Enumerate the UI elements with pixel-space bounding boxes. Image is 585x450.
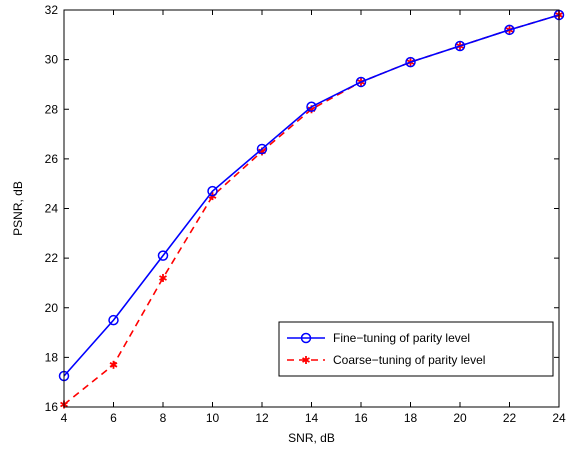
x-tick-label: 22 [503,411,517,425]
y-tick-label: 18 [45,350,59,364]
x-axis-label: SNR, dB [288,431,335,445]
x-tick-label: 12 [255,411,269,425]
x-tick-label: 4 [61,411,68,425]
x-tick-label: 20 [453,411,467,425]
y-axis-label: PSNR, dB [11,181,25,236]
y-tick-label: 32 [45,3,59,17]
series-1-point [157,250,169,261]
y-tick-label: 22 [45,251,59,265]
y-tick-label: 16 [45,400,59,414]
x-tick-label: 10 [206,411,220,425]
series-1-point [306,101,317,113]
legend-label-1: Fine−tuning of parity level [333,331,470,345]
plot-area [58,9,565,409]
y-tick-label: 24 [45,202,59,216]
legend-marker-1 [300,332,312,344]
x-tick-label: 14 [305,411,319,425]
series-2-point [159,273,167,282]
y-tick-label: 28 [45,102,59,116]
y-tick-label: 30 [45,53,59,67]
series-1-point [454,40,466,52]
legend: Fine−tuning of parity level Coarse−tuning… [278,321,554,377]
asterisk-stroke [302,357,310,363]
series-1-point [108,314,119,326]
x-tick-label: 24 [552,411,566,425]
x-tick-label: 18 [404,411,418,425]
asterisk-stroke [159,275,167,281]
series-1-point [256,143,268,155]
series-1-point [207,185,218,197]
x-tick-label: 8 [160,411,167,425]
series-1-point [504,24,515,36]
legend-label-2: Coarse−tuning of parity level [333,353,485,367]
legend-box [278,321,554,377]
y-tick-label: 20 [45,301,59,315]
axes: 4 6 8 10 12 14 16 18 20 22 24 16 18 20 22 24 26 28 30 32 [45,3,566,425]
x-tick-label: 6 [110,411,117,425]
series-1-point [405,56,416,68]
y-tick-label: 26 [45,152,59,166]
series-line-1 [63,14,560,377]
legend-marker-2 [302,356,310,364]
x-tick-label: 16 [354,411,368,425]
series-2-point [109,360,118,369]
asterisk-stroke [109,362,118,368]
series-1-point [355,76,367,88]
